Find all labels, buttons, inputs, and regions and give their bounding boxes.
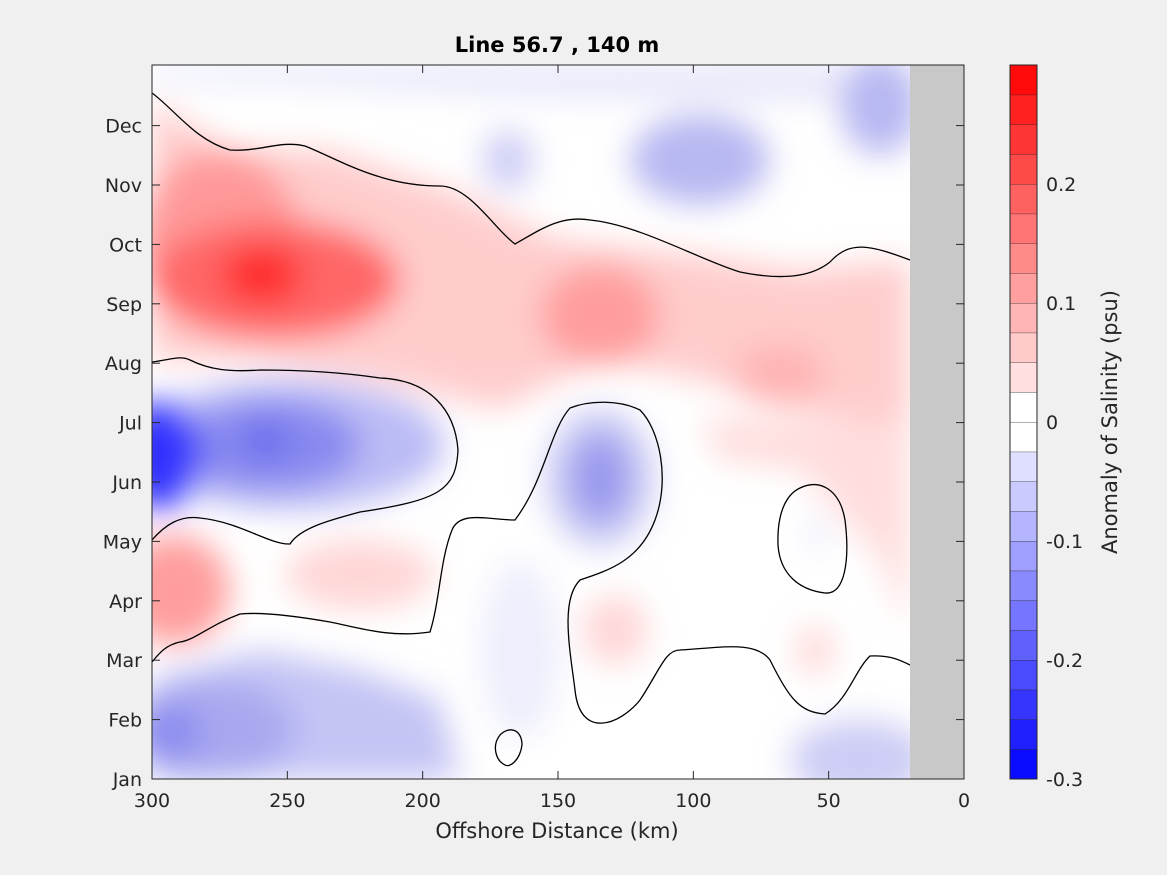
contour-may-east bbox=[777, 483, 848, 594]
colorbar-swatch bbox=[1010, 660, 1037, 690]
colorbar-frame bbox=[1009, 64, 1038, 780]
x-tick-label: 100 bbox=[675, 790, 711, 812]
y-tick-label: May bbox=[103, 531, 142, 553]
colorbar-swatch bbox=[1010, 184, 1037, 214]
colorbar-swatch bbox=[1010, 689, 1037, 720]
zero-contours bbox=[152, 92, 911, 767]
colorbar-tick-label: -0.3 bbox=[1046, 769, 1083, 791]
x-tick-label: 150 bbox=[540, 790, 576, 812]
colorbar-swatch bbox=[1010, 570, 1037, 601]
x-axis: 300 250 200 150 100 50 0 bbox=[134, 65, 970, 812]
y-tick-label: Apr bbox=[109, 591, 142, 613]
no-data-region bbox=[910, 65, 964, 779]
blob-aug-east bbox=[735, 345, 825, 405]
colorbar-swatch bbox=[1010, 422, 1037, 452]
y-tick-label: Oct bbox=[109, 234, 142, 256]
colorbar-swatch bbox=[1010, 600, 1037, 631]
colorbar-swatch bbox=[1010, 124, 1037, 155]
colorbar-tick-label: 0 bbox=[1046, 412, 1058, 434]
blob-nov-east bbox=[630, 115, 770, 205]
y-tick-label: Jun bbox=[111, 472, 142, 494]
blob-jun-east-tail bbox=[700, 420, 910, 630]
colorbar-tick-label: 0.1 bbox=[1046, 293, 1076, 315]
blob-sep-mid bbox=[540, 265, 660, 365]
contour-dec bbox=[152, 92, 911, 278]
colorbar-swatch bbox=[1010, 332, 1037, 363]
blob-dec-top bbox=[152, 65, 910, 100]
contour-jan bbox=[494, 729, 523, 767]
x-axis-title: Offshore Distance (km) bbox=[435, 819, 678, 843]
blob-sep-peak bbox=[222, 247, 302, 303]
blob-jan-mid bbox=[480, 560, 560, 740]
colorbar-swatch bbox=[1010, 541, 1037, 571]
y-tick-label: Feb bbox=[108, 710, 142, 732]
y-tick-label: Dec bbox=[105, 116, 142, 138]
y-axis: Jan Feb Mar Apr May Jun Jul Aug Sep Oct Nov Dec bbox=[103, 116, 964, 791]
y-tick-label: Jul bbox=[118, 413, 142, 435]
colorbar-swatch bbox=[1010, 273, 1037, 303]
chart-title: Line 56.7 , 140 m bbox=[455, 33, 660, 57]
colorbar-swatch bbox=[1010, 154, 1037, 184]
plot-area: 300 250 200 150 100 50 0 Jan Feb Mar Apr May Jun Jul… bbox=[103, 64, 970, 812]
colorbar-swatch bbox=[1010, 303, 1037, 333]
x-tick-label: 0 bbox=[958, 790, 970, 812]
colorbar-swatch bbox=[1010, 243, 1037, 274]
y-tick-label: Sep bbox=[106, 294, 142, 316]
blob-jun-edge bbox=[152, 400, 200, 510]
blob-oct-warm-band bbox=[152, 100, 910, 430]
colorbar-swatch bbox=[1010, 392, 1037, 422]
blob-apr-mid bbox=[285, 540, 435, 610]
y-tick-label: Aug bbox=[105, 353, 142, 375]
colorbar-tick-label: -0.1 bbox=[1046, 531, 1083, 553]
contour-mar bbox=[152, 529, 453, 663]
colorbar-swatch bbox=[1010, 94, 1037, 125]
colorbar-swatch bbox=[1010, 451, 1037, 482]
colorbar-label: Anomaly of Salinity (psu) bbox=[1098, 290, 1122, 554]
contour-aug bbox=[152, 357, 459, 545]
y-tick-label: Mar bbox=[106, 650, 142, 672]
colorbar-swatch bbox=[1010, 511, 1037, 541]
colorbar-swatch bbox=[1010, 630, 1037, 660]
blob-may-east bbox=[808, 519, 828, 551]
colorbar-swatch bbox=[1010, 213, 1037, 244]
anomaly-field bbox=[152, 65, 930, 779]
blob-dec-center bbox=[483, 130, 533, 190]
colorbar: -0.3 -0.2 -0.1 0 0.1 0.2 bbox=[1009, 64, 1083, 791]
x-tick-label: 200 bbox=[405, 790, 441, 812]
x-tick-label: 50 bbox=[817, 790, 841, 812]
blob-apr-west bbox=[152, 535, 230, 645]
blob-feb-peak bbox=[152, 707, 200, 757]
colorbar-swatch bbox=[1010, 362, 1037, 393]
blob-jan-east bbox=[790, 720, 930, 779]
colorbar-tick-label: 0.2 bbox=[1046, 174, 1076, 196]
blob-dec-far-east bbox=[840, 65, 920, 155]
colorbar-tick-label: -0.2 bbox=[1046, 650, 1083, 672]
x-tick-label: 300 bbox=[134, 790, 170, 812]
x-tick-label: 250 bbox=[269, 790, 305, 812]
blob-apr-center bbox=[583, 595, 647, 665]
y-tick-label: Jan bbox=[112, 769, 142, 791]
blob-jun-mid-core bbox=[570, 433, 630, 523]
y-tick-label: Nov bbox=[105, 175, 142, 197]
blob-feb-core bbox=[152, 680, 295, 779]
colorbar-swatch bbox=[1010, 65, 1037, 95]
colorbar-swatch bbox=[1010, 481, 1037, 512]
colorbar-swatch bbox=[1010, 719, 1037, 750]
contour-jun-mid bbox=[451, 401, 911, 724]
blob-jul-peak bbox=[243, 422, 287, 458]
colorbar-swatch bbox=[1010, 749, 1037, 779]
blob-mar-east bbox=[797, 625, 833, 675]
